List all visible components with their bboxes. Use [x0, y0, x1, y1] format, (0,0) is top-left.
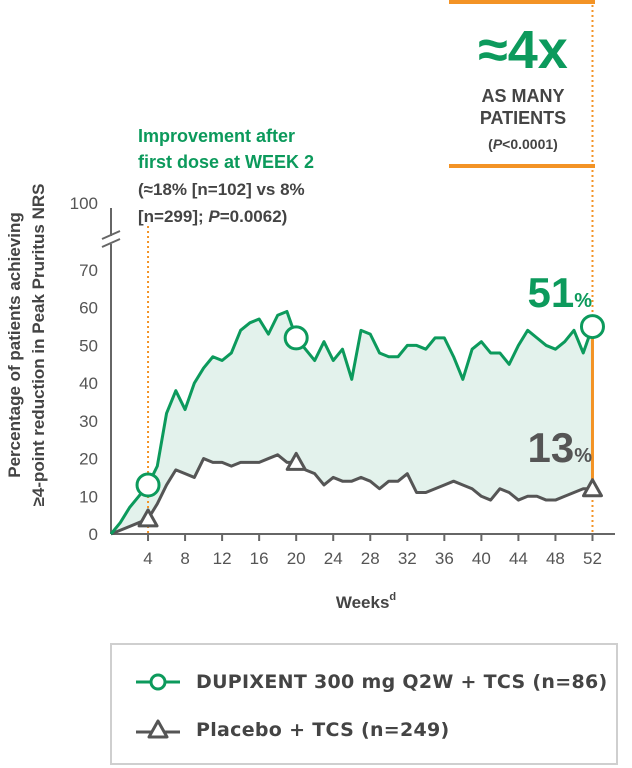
legend-item-placebo: Placebo + TCS (n=249) — [134, 715, 450, 745]
legend-label-placebo: Placebo + TCS (n=249) — [196, 719, 450, 741]
y-break-tick-label: 100 — [70, 194, 98, 213]
callout-pvalue: (P<0.0001) — [488, 136, 558, 152]
y-tick-label: 40 — [79, 374, 98, 393]
x-axis-label: Weeksd — [336, 591, 396, 612]
y-tick-label: 30 — [79, 412, 98, 431]
y-tick-label: 50 — [79, 336, 98, 355]
y-tick-label: 60 — [79, 299, 98, 318]
callout-headline: ≈4x — [478, 20, 568, 80]
placebo-marker — [137, 508, 159, 528]
dupixent-marker — [135, 472, 161, 498]
placebo-marker — [285, 451, 307, 471]
series-line-placebo — [110, 453, 593, 536]
x-tick-label: 32 — [398, 549, 417, 568]
callout-line1: AS MANY — [481, 86, 564, 106]
legend: DUPIXENT 300 mg Q2W + TCS (n=86) Placebo… — [110, 643, 618, 765]
x-tick-label: 4 — [143, 549, 152, 568]
callout-bottom-bar — [449, 164, 595, 168]
annotation-line3: (≈18% [n=102] vs 8% — [138, 180, 305, 199]
triangle-marker-icon — [136, 719, 180, 739]
end-label-dupixent: 51% — [527, 269, 592, 316]
difference-area — [111, 311, 593, 534]
legend-label-dupixent: DUPIXENT 300 mg Q2W + TCS (n=86) — [196, 671, 608, 693]
dupixent-marker — [579, 314, 605, 340]
x-tick-label: 40 — [472, 549, 491, 568]
x-ticks: 4 8 12 16 20 24 28 32 36 40 44 48 52 — [143, 534, 602, 568]
markers — [135, 314, 605, 528]
y-tick-label: 10 — [79, 487, 98, 506]
legend-item-dupixent: DUPIXENT 300 mg Q2W + TCS (n=86) — [134, 667, 607, 697]
x-tick-label: 48 — [546, 549, 565, 568]
y-axis-label-line2: ≥4-point reduction in Peak Pruritus NRS — [29, 184, 48, 507]
x-tick-label: 20 — [287, 549, 306, 568]
y-axis-break-mark-1 — [101, 230, 121, 240]
y-ticks: 0 10 20 30 40 50 60 70 — [79, 261, 98, 544]
x-tick-label: 44 — [509, 549, 528, 568]
x-tick-label: 16 — [250, 549, 269, 568]
x-tick-label: 8 — [180, 549, 189, 568]
annotation-line1: Improvement after — [138, 126, 295, 146]
y-axis-break-mark-2 — [101, 238, 121, 248]
y-axis-label-line1: Percentage of patients achieving — [5, 212, 24, 477]
x-tick-label: 24 — [324, 549, 343, 568]
y-axis-label: Percentage of patients achieving ≥4-poin… — [5, 184, 48, 507]
chart: ≈4x AS MANY PATIENTS (P<0.0001) Improvem… — [5, 0, 615, 612]
series-line-dupixent — [109, 309, 594, 535]
end-label-placebo: 13% — [527, 424, 592, 471]
annotation-line4: [n=299]; P=0.0062) — [138, 207, 287, 226]
y-tick-label: 70 — [79, 261, 98, 280]
callout-top-bar — [449, 0, 595, 4]
x-tick-label: 36 — [435, 549, 454, 568]
dupixent-marker — [283, 325, 309, 351]
placebo-marker — [581, 478, 603, 498]
callout-line2: PATIENTS — [480, 108, 566, 128]
x-tick-label: 28 — [361, 549, 380, 568]
annotation-line2: first dose at WEEK 2 — [138, 152, 314, 172]
circle-marker-icon — [136, 673, 180, 691]
x-tick-label: 12 — [213, 549, 232, 568]
x-tick-label: 52 — [583, 549, 602, 568]
y-tick-label: 20 — [79, 450, 98, 469]
y-tick-label: 0 — [89, 525, 98, 544]
